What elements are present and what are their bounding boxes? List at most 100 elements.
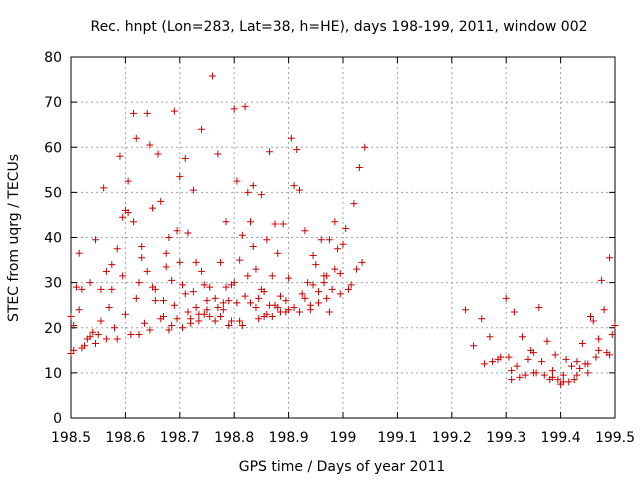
data-point-marker xyxy=(519,333,527,341)
data-point-marker xyxy=(290,303,298,311)
data-point-marker xyxy=(554,376,562,384)
data-point-marker xyxy=(540,371,548,379)
data-point-marker xyxy=(222,283,230,291)
data-point-marker xyxy=(611,321,619,329)
data-point-marker xyxy=(241,103,249,111)
data-point-marker xyxy=(143,109,151,117)
data-point-marker xyxy=(578,340,586,348)
data-point-marker xyxy=(350,200,358,208)
data-point-marker xyxy=(211,294,219,302)
data-point-marker xyxy=(328,285,336,293)
data-point-marker xyxy=(170,107,178,115)
data-point-marker xyxy=(225,321,233,329)
data-point-marker xyxy=(143,267,151,275)
data-point-marker xyxy=(236,317,244,325)
data-point-marker xyxy=(595,346,603,354)
data-point-marker xyxy=(244,188,252,196)
data-point-marker xyxy=(195,317,203,325)
data-point-marker xyxy=(255,294,263,302)
data-point-marker xyxy=(227,317,235,325)
data-point-marker xyxy=(589,317,597,325)
data-point-marker xyxy=(127,331,135,339)
data-point-marker xyxy=(573,358,581,366)
data-point-marker xyxy=(323,294,331,302)
data-point-marker xyxy=(355,164,363,172)
data-point-marker xyxy=(138,243,146,251)
data-point-marker xyxy=(173,227,181,235)
data-point-marker xyxy=(255,315,263,323)
data-point-marker xyxy=(470,342,478,350)
data-point-marker xyxy=(70,346,78,354)
data-point-marker xyxy=(124,209,132,217)
data-point-marker xyxy=(192,258,200,266)
data-point-marker xyxy=(225,297,233,305)
data-point-marker xyxy=(478,315,486,323)
data-point-marker xyxy=(135,279,143,287)
data-point-marker xyxy=(187,319,195,327)
data-point-marker xyxy=(70,321,78,329)
data-point-marker xyxy=(538,358,546,366)
data-point-marker xyxy=(513,362,521,370)
data-point-marker xyxy=(339,240,347,248)
x-tick-label: 199.4 xyxy=(541,430,581,446)
data-point-marker xyxy=(293,146,301,154)
data-point-marker xyxy=(108,285,116,293)
data-point-marker xyxy=(91,340,99,348)
y-tick-label: 70 xyxy=(44,95,62,111)
data-point-marker xyxy=(119,213,127,221)
data-point-marker xyxy=(608,331,616,339)
data-point-marker xyxy=(105,303,113,311)
data-point-marker xyxy=(301,227,309,235)
data-point-marker xyxy=(247,299,255,307)
data-point-marker xyxy=(157,315,165,323)
data-point-marker xyxy=(508,376,516,384)
x-tick-label: 198.5 xyxy=(51,430,91,446)
data-point-marker xyxy=(508,367,516,375)
data-point-marker xyxy=(102,335,110,343)
data-point-marker xyxy=(198,267,206,275)
data-point-marker xyxy=(162,263,170,271)
data-point-marker xyxy=(211,317,219,325)
data-point-marker xyxy=(331,218,339,226)
data-point-marker xyxy=(189,288,197,296)
data-point-marker xyxy=(138,254,146,262)
data-point-marker xyxy=(170,301,178,309)
data-point-marker xyxy=(86,333,94,341)
data-point-marker xyxy=(113,245,121,253)
data-point-marker xyxy=(268,312,276,320)
data-point-marker xyxy=(510,308,518,316)
data-point-marker xyxy=(179,281,187,289)
data-point-marker xyxy=(516,373,524,381)
y-tick-label: 40 xyxy=(44,231,62,247)
data-point-marker xyxy=(320,279,328,287)
data-point-marker xyxy=(119,272,127,280)
data-point-marker xyxy=(325,308,333,316)
data-point-marker xyxy=(236,256,244,264)
data-point-marker xyxy=(353,265,361,273)
data-point-marker xyxy=(276,292,284,300)
data-point-marker xyxy=(206,312,214,320)
x-tick-label: 198.8 xyxy=(214,430,254,446)
x-axis: 198.5 198.6 198.7 198.8 198.9 199 199.1 199.2 19… xyxy=(51,57,635,446)
data-point-marker xyxy=(75,249,83,257)
data-point-marker xyxy=(274,249,282,257)
x-tick-label: 198.7 xyxy=(160,430,200,446)
data-point-marker xyxy=(102,267,110,275)
data-point-marker xyxy=(266,148,274,156)
data-point-marker xyxy=(162,249,170,257)
data-point-marker xyxy=(301,294,309,302)
data-point-marker xyxy=(279,220,287,228)
data-point-marker xyxy=(497,353,505,361)
data-point-marker xyxy=(198,125,206,133)
data-point-marker xyxy=(268,272,276,280)
data-point-marker xyxy=(573,371,581,379)
data-point-marker xyxy=(480,360,488,368)
data-point-marker xyxy=(78,344,86,352)
x-tick-label: 199.1 xyxy=(377,430,417,446)
data-point-marker xyxy=(75,306,83,314)
data-point-marker xyxy=(219,299,227,307)
data-point-marker xyxy=(247,218,255,226)
data-point-marker xyxy=(559,378,567,386)
x-tick-label: 199 xyxy=(330,430,357,446)
data-point-marker xyxy=(159,297,167,305)
